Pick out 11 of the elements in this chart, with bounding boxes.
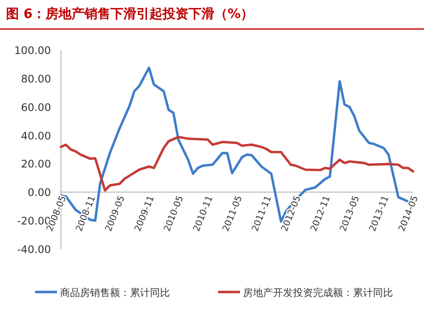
legend-label: 商品房销售额：累计同比 — [60, 287, 170, 299]
line-series — [60, 136, 414, 192]
legend-label: 房地产开发投资完成额：累计同比 — [243, 287, 393, 299]
y-tick-label: 20.00 — [20, 158, 51, 171]
y-tick-label: 80.00 — [20, 73, 51, 86]
y-tick-label: 100.00 — [14, 45, 51, 57]
chart-title: 图 6：房地产销售下滑引起投资下滑（%） — [6, 6, 254, 22]
y-tick-label: -40.00 — [17, 244, 51, 256]
y-tick-label: 0.00 — [28, 187, 51, 200]
y-tick-label: 60.00 — [20, 102, 51, 114]
y-tick-label: 40.00 — [20, 130, 51, 142]
